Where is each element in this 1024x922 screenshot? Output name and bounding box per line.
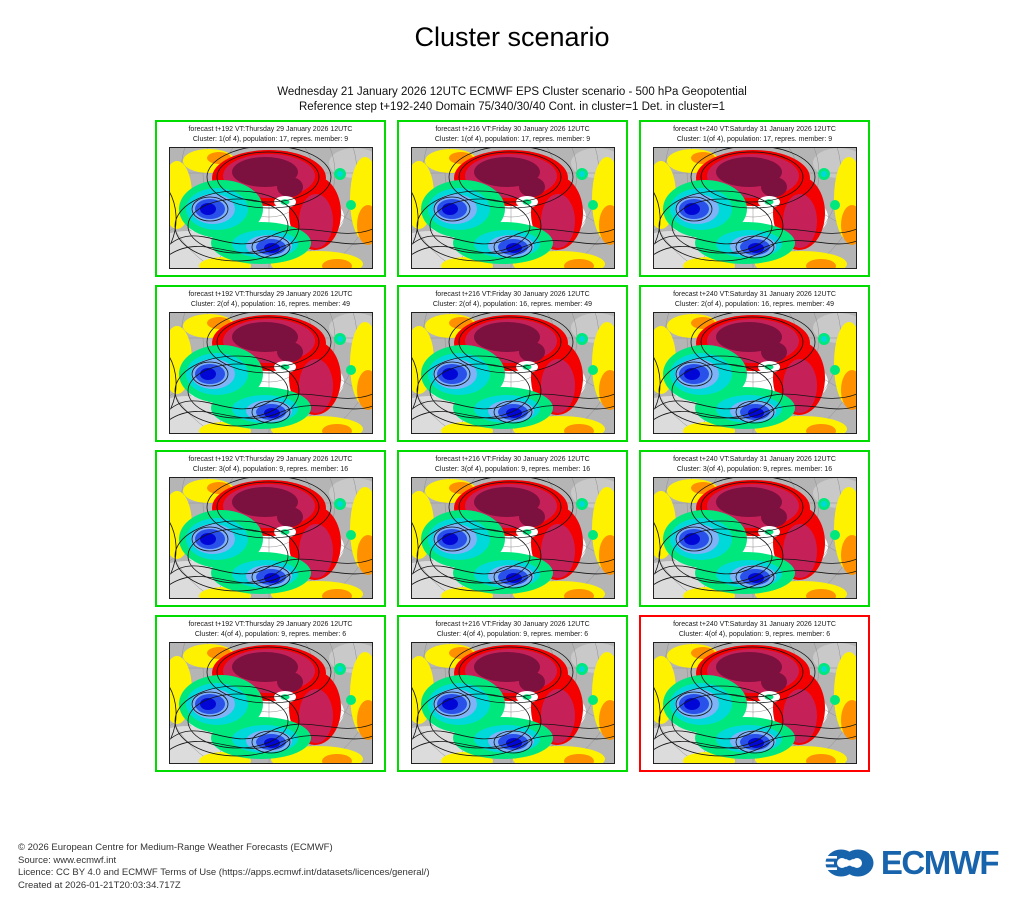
panel-caption-line1: forecast t+240 VT:Saturday 31 January 20… [673,456,836,463]
weather-map [411,147,615,269]
forecast-panel-cluster3-t192: forecast t+192 VT:Thursday 29 January 20… [155,450,386,607]
forecast-panel-cluster2-t192: forecast t+192 VT:Thursday 29 January 20… [155,285,386,442]
panel-grid: forecast t+192 VT:Thursday 29 January 20… [155,120,870,772]
weather-map [411,642,615,764]
panel-caption-line1: forecast t+192 VT:Thursday 29 January 20… [188,621,353,628]
weather-map [653,642,857,764]
panel-caption-line1: forecast t+192 VT:Thursday 29 January 20… [188,126,353,133]
panel-caption-line1: forecast t+240 VT:Saturday 31 January 20… [673,126,836,133]
page-title: Cluster scenario [414,22,610,52]
weather-map [169,477,373,599]
weather-map [411,477,615,599]
panel-caption-line1: forecast t+216 VT:Friday 30 January 2026… [435,291,590,298]
panel-caption-line2: Cluster: 1(of 4), population: 17, repres… [434,135,591,143]
weather-map [169,642,373,764]
panel-caption-line2: Cluster: 4(of 4), population: 9, repres.… [436,630,589,638]
chart-subtitle-line2: Reference step t+192-240 Domain 75/340/3… [298,101,726,113]
panel-caption-line2: Cluster: 4(of 4), population: 9, repres.… [194,630,347,638]
forecast-panel-cluster3-t216: forecast t+216 VT:Friday 30 January 2026… [397,450,628,607]
panel-caption-line2: Cluster: 4(of 4), population: 9, repres.… [678,630,831,638]
forecast-panel-cluster2-t216: forecast t+216 VT:Friday 30 January 2026… [397,285,628,442]
panel-caption-line2: Cluster: 3(of 4), population: 9, repres.… [192,465,349,473]
panel-caption-line1: forecast t+216 VT:Friday 30 January 2026… [435,126,590,133]
footer-licence: Licence: CC BY 4.0 and ECMWF Terms of Us… [18,867,430,878]
forecast-panel-cluster2-t240: forecast t+240 VT:Saturday 31 January 20… [639,285,870,442]
panel-caption-line1: forecast t+216 VT:Friday 30 January 2026… [435,456,590,463]
panel-caption-line2: Cluster: 1(of 4), population: 17, repres… [192,135,349,143]
forecast-panel-cluster4-t240-deterministic: forecast t+240 VT:Saturday 31 January 20… [639,615,870,772]
panel-caption-line2: Cluster: 2(of 4), population: 16, repres… [674,300,835,308]
weather-map [169,312,373,434]
panel-caption-line2: Cluster: 3(of 4), population: 9, repres.… [676,465,833,473]
footer-created-at: Created at 2026-01-21T20:03:34.717Z [18,879,181,891]
chart-subtitle: Wednesday 21 January 2026 12UTC ECMWF EP… [0,85,1024,115]
panel-caption-line1: forecast t+216 VT:Friday 30 January 2026… [435,621,590,628]
forecast-panel-cluster1-t240: forecast t+240 VT:Saturday 31 January 20… [639,120,870,277]
weather-map [653,477,857,599]
footer: © 2026 European Centre for Medium-Range … [18,842,430,892]
weather-map [411,312,615,434]
panel-caption-line1: forecast t+240 VT:Saturday 31 January 20… [673,291,836,298]
footer-copyright: © 2026 European Centre for Medium-Range … [18,842,333,853]
forecast-panel-cluster4-t216: forecast t+216 VT:Friday 30 January 2026… [397,615,628,772]
weather-map [653,312,857,434]
panel-caption-line1: forecast t+240 VT:Saturday 31 January 20… [673,621,836,628]
ecmwf-logo-text: ECMWF [880,844,1000,881]
panel-caption-line2: Cluster: 1(of 4), population: 17, repres… [676,135,833,143]
panel-caption-line1: forecast t+192 VT:Thursday 29 January 20… [188,456,353,463]
forecast-panel-cluster4-t192: forecast t+192 VT:Thursday 29 January 20… [155,615,386,772]
ecmwf-logo-icon [824,849,874,877]
footer-source: Source: www.ecmwf.int [18,854,117,866]
panel-caption-line1: forecast t+192 VT:Thursday 29 January 20… [188,291,353,298]
forecast-panel-cluster1-t192: forecast t+192 VT:Thursday 29 January 20… [155,120,386,277]
ecmwf-logo: ECMWF [824,844,1000,882]
forecast-panel-cluster3-t240: forecast t+240 VT:Saturday 31 January 20… [639,450,870,607]
weather-map [653,147,857,269]
chart-subtitle-line1: Wednesday 21 January 2026 12UTC ECMWF EP… [277,86,747,98]
panel-caption-line2: Cluster: 2(of 4), population: 16, repres… [190,300,351,308]
forecast-panel-cluster1-t216: forecast t+216 VT:Friday 30 January 2026… [397,120,628,277]
panel-caption-line2: Cluster: 2(of 4), population: 16, repres… [432,300,593,308]
weather-map [169,147,373,269]
panel-caption-line2: Cluster: 3(of 4), population: 9, repres.… [434,465,591,473]
